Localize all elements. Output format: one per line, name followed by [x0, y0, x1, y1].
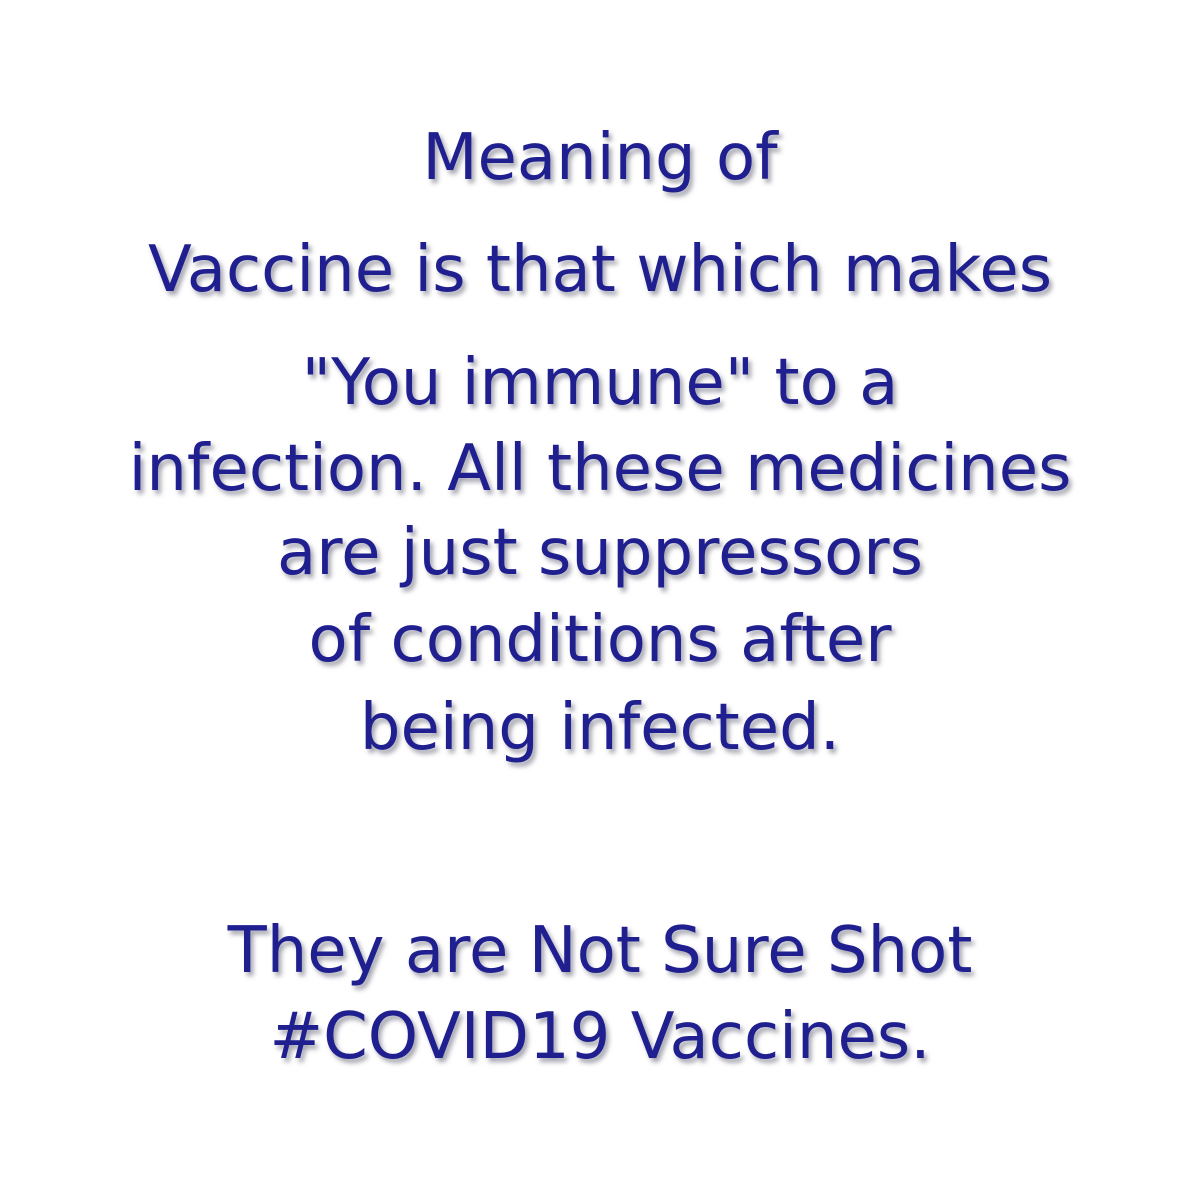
- quote-line-4: infection. All these medicines: [128, 432, 1072, 506]
- quote-line-8: They are Not Sure Shot: [227, 914, 973, 988]
- quote-line-1: Meaning of: [422, 121, 778, 195]
- quote-line-5: are just suppressors: [277, 516, 923, 590]
- quote-line-9-hashtag: #COVID19 Vaccines.: [269, 1000, 931, 1074]
- quote-line-3: "You immune" to a: [301, 346, 899, 420]
- quote-line-6: of conditions after: [308, 603, 892, 677]
- quote-line-7: being infected.: [359, 691, 841, 765]
- quote-line-2: Vaccine is that which makes: [147, 233, 1053, 307]
